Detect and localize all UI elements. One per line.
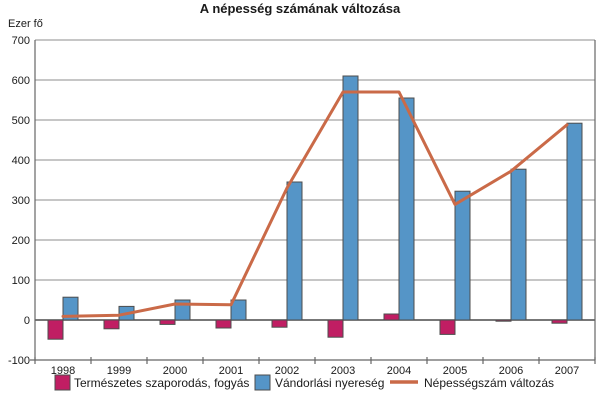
bar-natural-1998 <box>47 319 64 340</box>
x-tick-label: 2001 <box>219 365 243 377</box>
bar-migration-2007 <box>566 122 583 321</box>
x-tick-label: 2000 <box>163 365 187 377</box>
y-tick-label: -100 <box>8 355 30 367</box>
y-tick-label: 100 <box>12 275 30 287</box>
axes <box>30 40 596 361</box>
population-change-line <box>61 90 569 318</box>
y-axis-unit-label: Ezer fő <box>8 18 43 30</box>
legend-label-migration: Vándorlási nyereség <box>275 376 384 390</box>
y-tick-label: 0 <box>24 315 30 327</box>
legend-swatch-natural <box>54 374 71 391</box>
y-tick-label: 500 <box>12 115 30 127</box>
bar-natural-1999 <box>103 319 120 330</box>
y-tick-label: 300 <box>12 195 30 207</box>
bar-natural-2001 <box>215 319 232 329</box>
bars-natural-change <box>47 313 568 340</box>
bar-migration-2002 <box>286 181 303 321</box>
x-tick-label: 2004 <box>387 365 411 377</box>
x-tick-label: 2003 <box>331 365 355 377</box>
x-tick-label: 1999 <box>107 365 131 377</box>
x-tick-label: 2002 <box>275 365 299 377</box>
bar-natural-2000 <box>159 319 176 325</box>
legend: Természetes szaporodás, fogyás Vándorlás… <box>54 374 554 391</box>
y-tick-label: 600 <box>12 75 30 87</box>
y-axis-tick-labels: 700 600 500 400 300 200 100 0 -100 <box>8 35 30 367</box>
bar-migration-2001 <box>230 299 247 321</box>
x-axis-tick-labels: 1998 1999 2000 2001 2002 2003 2004 2005 2006 2007 <box>51 365 579 377</box>
x-tick-label: 2005 <box>443 365 467 377</box>
legend-label-natural: Természetes szaporodás, fogyás <box>74 376 249 390</box>
bar-natural-2002 <box>271 319 288 328</box>
bar-natural-2006 <box>495 319 512 322</box>
x-tick-label: 2006 <box>499 365 523 377</box>
bar-natural-2005 <box>439 319 456 335</box>
bar-natural-2007 <box>551 319 568 324</box>
bar-migration-2003 <box>342 75 359 321</box>
y-tick-label: 700 <box>12 35 30 47</box>
bar-migration-2006 <box>510 168 527 321</box>
x-tick-label: 1998 <box>51 365 75 377</box>
x-tick-label: 2007 <box>555 365 579 377</box>
bar-migration-2005 <box>454 190 471 321</box>
y-tick-label: 200 <box>12 235 30 247</box>
x-axis-ticks <box>34 357 596 364</box>
bar-migration-1998 <box>62 296 79 321</box>
bar-migration-2004 <box>398 97 415 321</box>
bar-natural-2003 <box>327 319 344 338</box>
bar-natural-2004 <box>383 313 400 321</box>
legend-swatch-migration <box>254 374 271 391</box>
legend-label-population-change: Népességszám változás <box>424 376 554 390</box>
chart-title: A népesség számának változása <box>200 1 401 16</box>
y-tick-label: 400 <box>12 155 30 167</box>
bars-migration-gain <box>62 75 583 321</box>
